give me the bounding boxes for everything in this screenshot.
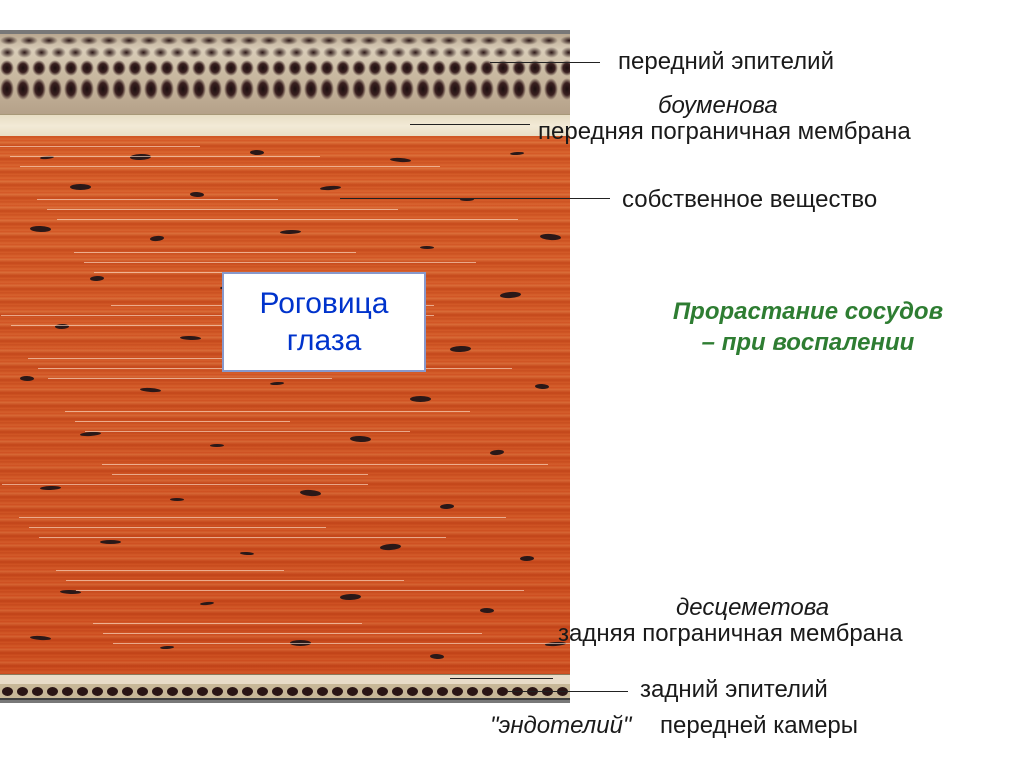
diagram-canvas: document.write(Array.from({length:36},()…: [0, 0, 1024, 767]
label-anterior-membrane: передняя пограничная мембрана: [538, 118, 911, 146]
keratocyte: [30, 635, 51, 640]
keratocyte: [500, 291, 521, 298]
keratocyte: [480, 608, 494, 613]
stroma-fiber: [76, 590, 524, 591]
stroma-fiber: [74, 252, 356, 253]
label-anterior-epithelium: передний эпителий: [618, 48, 834, 76]
keratocyte: [240, 552, 254, 556]
keratocyte: [170, 498, 184, 501]
keratocyte: [200, 601, 214, 605]
keratocyte: [190, 192, 204, 198]
posterior-epithelium-layer: document.write(Array.from({length:42},()…: [0, 684, 570, 698]
keratocyte: [150, 235, 164, 241]
leader-line: [410, 124, 530, 125]
stroma-fiber: [57, 219, 518, 220]
stroma-fiber: [66, 580, 404, 581]
stroma-fiber: [93, 623, 362, 624]
keratocyte: [160, 646, 174, 650]
stroma-fiber: [112, 474, 368, 475]
keratocyte: [440, 504, 454, 510]
anterior-epithelium-layer: document.write(Array.from({length:36},()…: [0, 34, 570, 114]
keratocyte: [140, 387, 161, 392]
keratocyte: [340, 594, 361, 601]
label-posterior-membrane: задняя пограничная мембрана: [558, 620, 903, 648]
keratocyte: [535, 384, 549, 390]
leader-line: [340, 198, 610, 199]
keratocyte: [80, 431, 101, 436]
vessel-growth-line2: – при воспалении: [702, 329, 915, 356]
keratocyte: [520, 556, 534, 561]
stroma-fiber: [65, 411, 470, 412]
keratocyte: [280, 230, 301, 235]
keratocyte: [250, 150, 264, 155]
stroma-fiber: [113, 643, 570, 644]
label-descemet-name: десцеметова: [676, 594, 829, 622]
stroma-fiber: [102, 464, 548, 465]
stroma-fiber: [84, 262, 476, 263]
keratocyte: [20, 376, 34, 381]
keratocyte: [450, 346, 471, 353]
keratocyte: [90, 276, 104, 282]
keratocyte: [180, 336, 201, 341]
keratocyte: [300, 489, 321, 496]
stroma-fiber: [39, 537, 446, 538]
label-bowman-name: боуменова: [658, 92, 778, 120]
keratocyte: [540, 233, 561, 240]
keratocyte: [40, 486, 61, 491]
stroma-fiber: [37, 199, 278, 200]
stroma-fiber: [20, 166, 440, 167]
keratocyte: [210, 444, 224, 447]
stroma-fiber: [29, 527, 326, 528]
keratocyte: [100, 540, 121, 544]
keratocyte: [510, 152, 524, 156]
leader-line: [450, 678, 553, 679]
label-anterior-chamber: передней камеры: [660, 712, 858, 740]
vessel-growth-line1: Прорастание сосудов: [673, 298, 943, 325]
stroma-fiber: [10, 156, 320, 157]
keratocyte: [70, 184, 91, 190]
stroma-fiber: [11, 325, 254, 326]
title-box: Роговица глаза: [222, 272, 426, 372]
keratocyte: [410, 396, 431, 402]
stroma-fiber: [48, 378, 332, 379]
stroma-fiber: [19, 517, 506, 518]
stroma-layer: [0, 136, 570, 674]
stroma-fiber: [103, 633, 482, 634]
keratocyte: [380, 543, 401, 550]
keratocyte: [420, 246, 434, 249]
keratocyte: [490, 449, 504, 455]
stroma-fiber: [56, 570, 284, 571]
keratocyte: [130, 154, 151, 161]
keratocyte: [390, 157, 411, 162]
keratocyte: [430, 654, 444, 660]
keratocyte: [30, 226, 51, 233]
bowman-membrane-layer: [0, 114, 570, 137]
label-stroma: собственное вещество: [622, 186, 877, 214]
leader-line: [490, 62, 600, 63]
stroma-fiber: [75, 421, 290, 422]
stroma-fiber: [0, 146, 200, 147]
label-vessel-growth: Прорастание сосудов – при воспалении: [608, 296, 1008, 358]
title-text: Роговица глаза: [224, 285, 424, 360]
stroma-fiber: [85, 431, 410, 432]
stroma-fiber: [47, 209, 398, 210]
image-frame-bottom: [0, 700, 570, 703]
stroma-fiber: [2, 484, 368, 485]
leader-line: [508, 691, 628, 692]
label-endothelium-quoted: "эндотелий": [490, 712, 631, 740]
keratocyte: [270, 382, 284, 386]
keratocyte: [350, 436, 371, 443]
keratocyte: [320, 185, 341, 190]
label-posterior-epithelium: задний эпителий: [640, 676, 828, 704]
